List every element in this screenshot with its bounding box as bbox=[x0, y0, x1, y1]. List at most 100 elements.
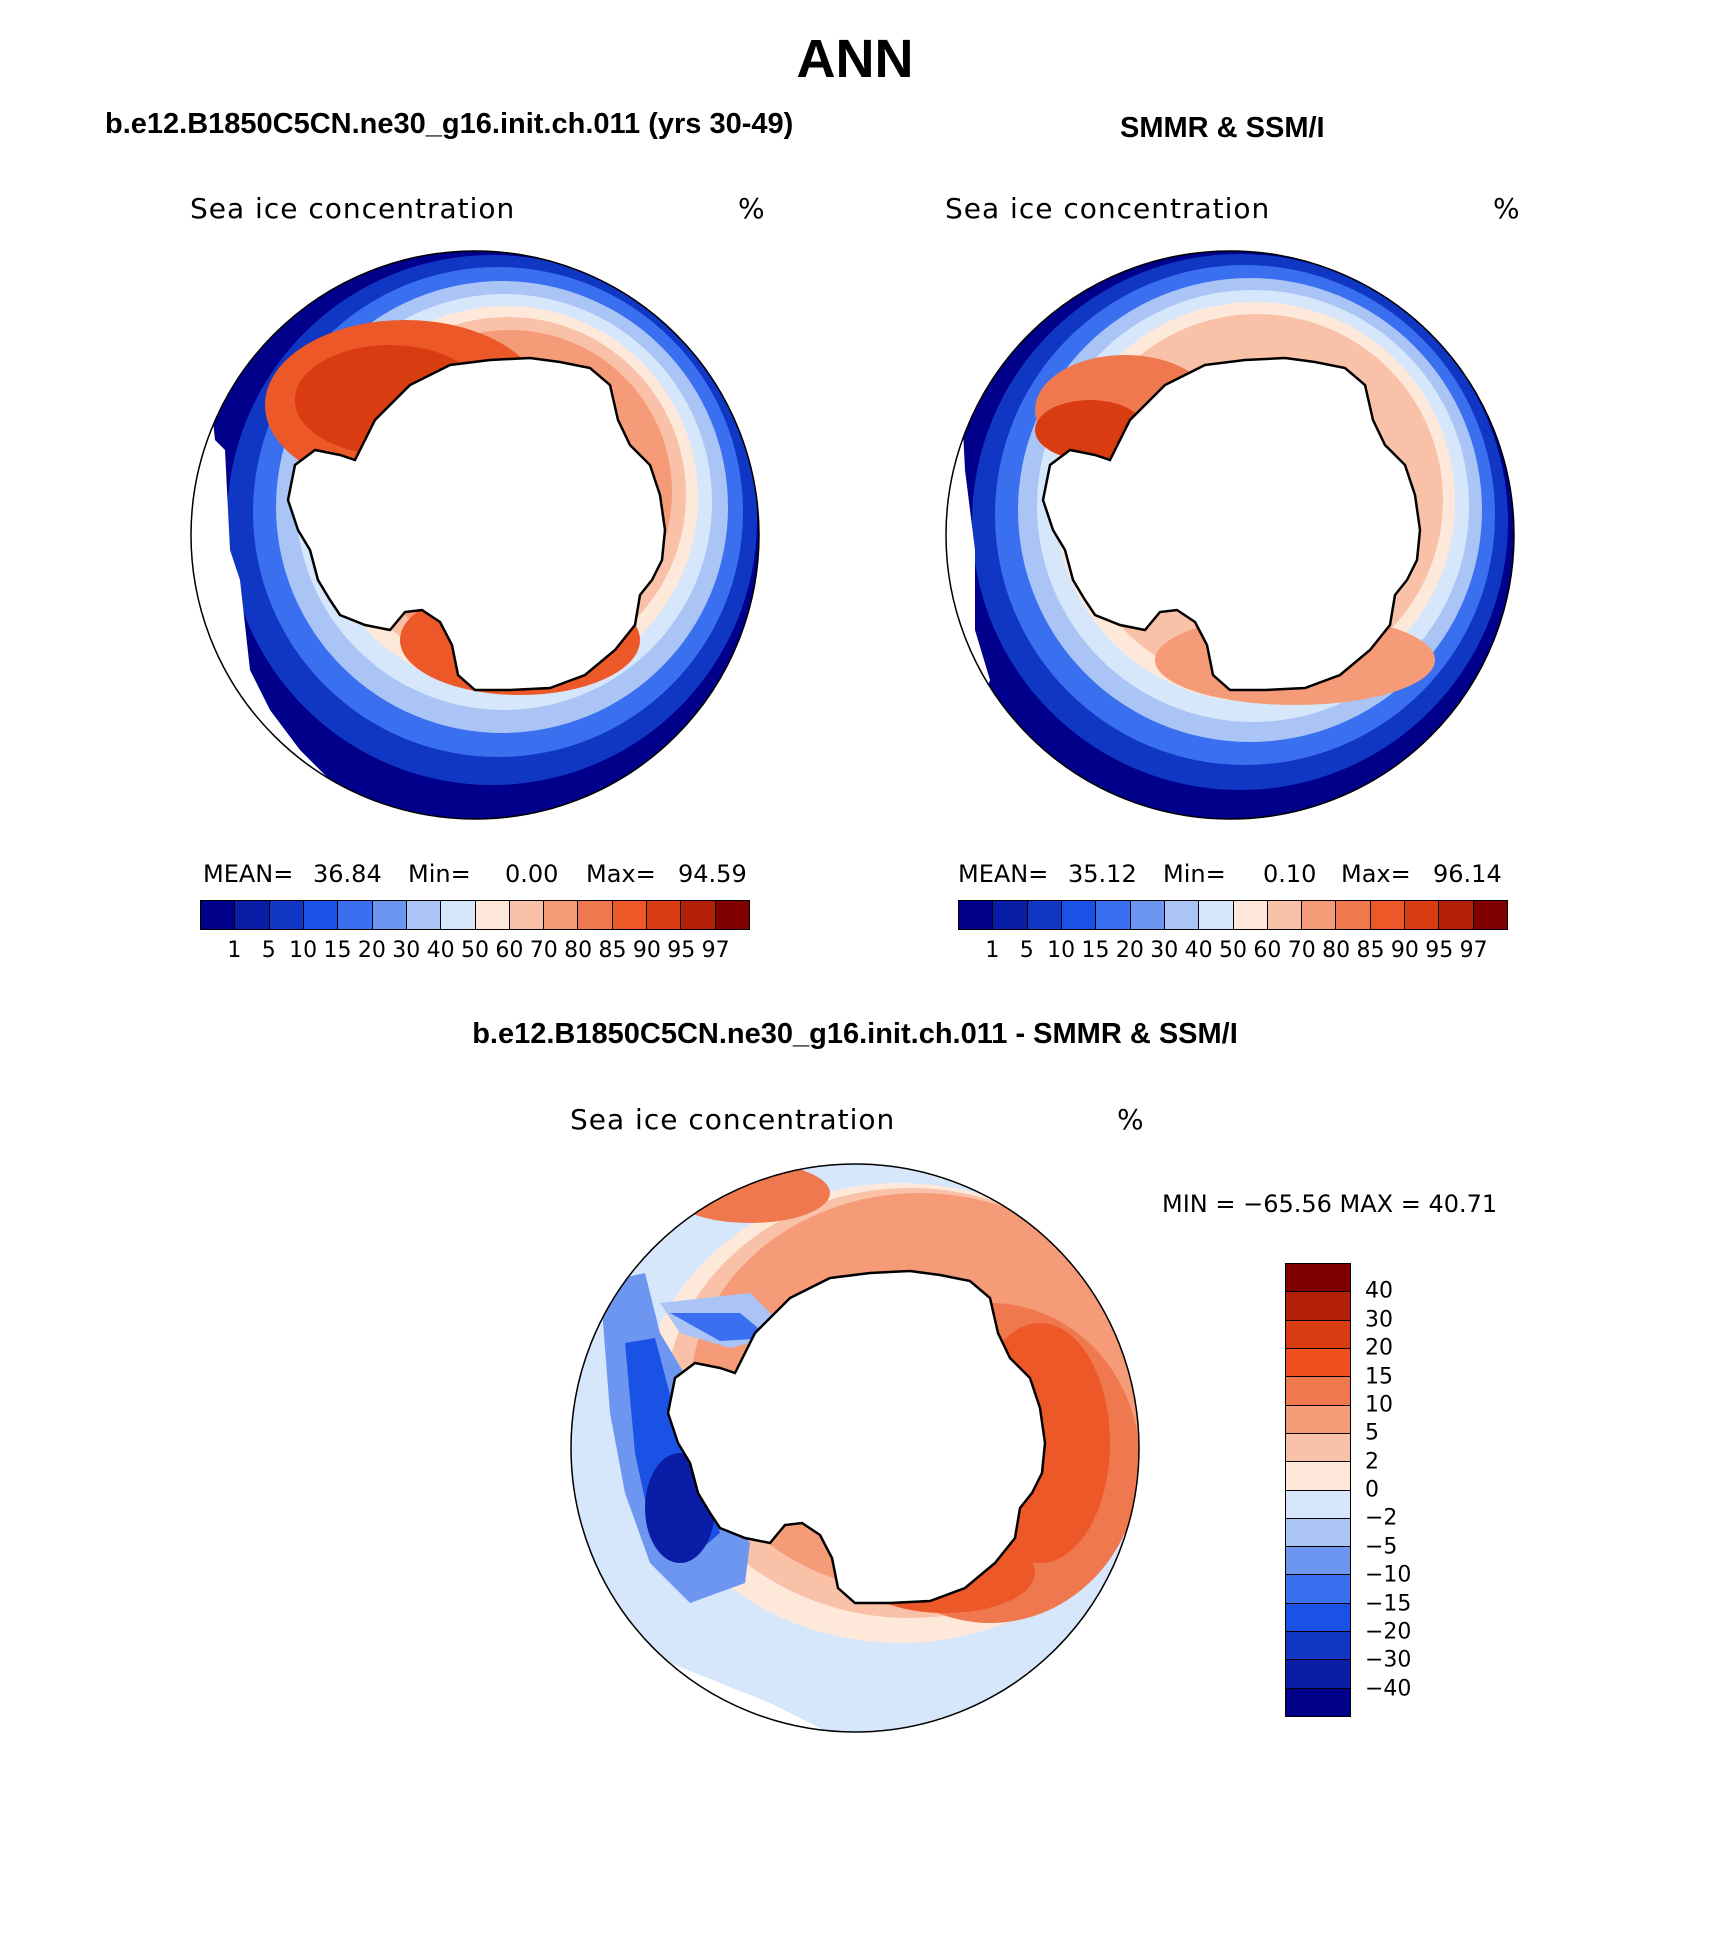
model-max-label: Max= bbox=[586, 860, 656, 888]
main-title: ANN bbox=[796, 29, 914, 89]
model-colorbar-tick-label: 80 bbox=[564, 938, 593, 963]
model-colorbar-swatch bbox=[544, 901, 579, 929]
obs-colorbar-tick-label: 10 bbox=[1047, 938, 1076, 963]
model-colorbar-swatch bbox=[338, 901, 373, 929]
obs-max-value: 96.14 bbox=[1433, 860, 1502, 888]
diff-colorbar-tick-label: 15 bbox=[1365, 1364, 1393, 1389]
diff-colorbar-tick-label: −20 bbox=[1365, 1619, 1412, 1645]
obs-field-label: Sea ice concentration bbox=[945, 192, 1271, 225]
model-colorbar-tick-label: 50 bbox=[461, 938, 489, 963]
obs-colorbar-swatch bbox=[993, 901, 1028, 929]
obs-colorbar-swatch bbox=[959, 901, 994, 929]
diff-colorbar-swatch bbox=[1286, 1433, 1350, 1463]
obs-min-label: Min= bbox=[1163, 860, 1226, 888]
obs-colorbar-swatch bbox=[1130, 901, 1165, 929]
obs-colorbar-tick-label: 80 bbox=[1322, 938, 1351, 963]
obs-colorbar-tick-label: 85 bbox=[1356, 938, 1385, 963]
obs-colorbar-swatch bbox=[1061, 901, 1097, 929]
diff-colorbar-tick-label: −2 bbox=[1365, 1505, 1398, 1531]
diff-colorbar-swatch bbox=[1286, 1348, 1350, 1378]
obs-colorbar-tick-label: 5 bbox=[1019, 938, 1034, 963]
obs-colorbar-tick-label: 70 bbox=[1287, 938, 1316, 963]
model-min-value: 0.00 bbox=[505, 860, 559, 888]
model-panel-title: b.e12.B1850C5CN.ne30_g16.init.ch.011 (yr… bbox=[105, 108, 794, 140]
diff-minmax: MIN = −65.56 MAX = 40.71 bbox=[1162, 1190, 1498, 1218]
obs-colorbar-tick-label: 1 bbox=[985, 938, 1000, 963]
model-colorbar-swatch bbox=[406, 901, 442, 929]
obs-antarctica-coast bbox=[1041, 356, 1422, 692]
diff-colorbar-tick-label: −30 bbox=[1365, 1647, 1412, 1673]
model-antarctica-coast bbox=[286, 356, 667, 692]
diff-colorbar-tick-label: 0 bbox=[1365, 1477, 1379, 1503]
diff-colorbar-tick-label: −5 bbox=[1365, 1534, 1398, 1560]
model-colorbar-tick-label: 1 bbox=[227, 938, 242, 963]
obs-units-label: % bbox=[1493, 192, 1520, 225]
model-max-value: 94.59 bbox=[678, 860, 747, 888]
obs-colorbar-tick-label: 60 bbox=[1253, 938, 1282, 963]
model-colorbar-swatch bbox=[441, 901, 476, 929]
obs-mean-label: MEAN= bbox=[958, 860, 1049, 888]
diff-antarctica-coast bbox=[666, 1269, 1047, 1605]
model-colorbar-swatch bbox=[578, 901, 613, 929]
obs-colorbar-tick-label: 20 bbox=[1115, 938, 1144, 963]
diff-colorbar-swatch bbox=[1286, 1660, 1350, 1689]
diff-colorbar-tick-label: 10 bbox=[1365, 1392, 1393, 1418]
model-min-label: Min= bbox=[408, 860, 471, 888]
obs-colorbar-swatch bbox=[1027, 901, 1062, 929]
model-colorbar-ticks: 1 5 10 15 20 30 40 50 60 70 80 85 90 95 97 bbox=[200, 938, 750, 966]
obs-colorbar-tick-label: 15 bbox=[1081, 938, 1110, 963]
model-colorbar bbox=[200, 900, 750, 930]
model-units-label: % bbox=[738, 192, 765, 225]
diff-colorbar-swatch bbox=[1286, 1405, 1350, 1434]
obs-colorbar-swatch bbox=[1336, 901, 1371, 929]
obs-colorbar-swatch bbox=[1096, 901, 1131, 929]
model-colorbar-swatch bbox=[269, 901, 304, 929]
model-colorbar-swatch bbox=[235, 901, 270, 929]
model-colorbar-swatch bbox=[201, 901, 236, 929]
model-colorbar-tick-label: 85 bbox=[598, 938, 627, 963]
model-colorbar-swatch bbox=[303, 901, 339, 929]
obs-panel-title: SMMR & SSM/I bbox=[1120, 112, 1325, 144]
obs-mean-value: 35.12 bbox=[1068, 860, 1137, 888]
model-field-label: Sea ice concentration bbox=[190, 192, 516, 225]
model-colorbar-tick-label: 30 bbox=[392, 938, 421, 963]
diff-colorbar-swatch bbox=[1286, 1377, 1350, 1406]
obs-colorbar-swatch bbox=[1439, 901, 1474, 929]
diff-colorbar-swatch bbox=[1286, 1292, 1350, 1321]
model-colorbar-tick-label: 15 bbox=[323, 938, 352, 963]
diff-colorbar-swatch bbox=[1286, 1547, 1350, 1576]
diff-colorbar-tick-label: −10 bbox=[1365, 1562, 1412, 1588]
obs-colorbar bbox=[958, 900, 1508, 930]
model-colorbar-tick-label: 70 bbox=[529, 938, 558, 963]
obs-polar-map bbox=[945, 250, 1515, 820]
diff-colorbar-swatch bbox=[1286, 1320, 1350, 1349]
model-colorbar-tick-label: 90 bbox=[632, 938, 661, 963]
model-colorbar-tick-label: 95 bbox=[667, 938, 696, 963]
obs-colorbar-tick-label: 40 bbox=[1184, 938, 1213, 963]
diff-colorbar-tick-label: 40 bbox=[1365, 1278, 1393, 1304]
diff-units-label: % bbox=[1117, 1103, 1144, 1136]
model-colorbar-swatch bbox=[475, 901, 510, 929]
obs-max-label: Max= bbox=[1341, 860, 1411, 888]
model-stats: MEAN= 36.84 Min= 0.00 Max= 94.59 bbox=[203, 860, 763, 890]
model-colorbar-swatch bbox=[715, 901, 749, 929]
diff-colorbar-tick-label: 2 bbox=[1365, 1449, 1379, 1475]
model-colorbar-swatch bbox=[372, 901, 407, 929]
obs-min-value: 0.10 bbox=[1263, 860, 1317, 888]
model-colorbar-tick-label: 60 bbox=[495, 938, 524, 963]
obs-colorbar-tick-label: 30 bbox=[1150, 938, 1179, 963]
model-colorbar-tick-label: 97 bbox=[701, 938, 730, 963]
obs-colorbar-swatch bbox=[1267, 901, 1303, 929]
diff-colorbar-swatch bbox=[1286, 1688, 1350, 1716]
obs-colorbar-tick-label: 50 bbox=[1219, 938, 1247, 963]
diff-field-label: Sea ice concentration bbox=[570, 1103, 896, 1136]
obs-colorbar-tick-label: 95 bbox=[1425, 938, 1454, 963]
diff-colorbar-ticks: 40 30 20 15 10 5 2 0 −2 −5 −10 −15 −20 −30 −40 bbox=[1365, 1263, 1485, 1717]
model-colorbar-tick-label: 40 bbox=[426, 938, 455, 963]
model-colorbar-swatch bbox=[612, 901, 648, 929]
diff-colorbar-tick-label: 30 bbox=[1365, 1307, 1393, 1333]
diff-polar-map bbox=[570, 1163, 1140, 1733]
obs-colorbar-swatch bbox=[1199, 901, 1234, 929]
obs-colorbar-ticks: 1 5 10 15 20 30 40 50 60 70 80 85 90 95 97 bbox=[958, 938, 1508, 966]
model-colorbar-tick-label: 5 bbox=[261, 938, 276, 963]
